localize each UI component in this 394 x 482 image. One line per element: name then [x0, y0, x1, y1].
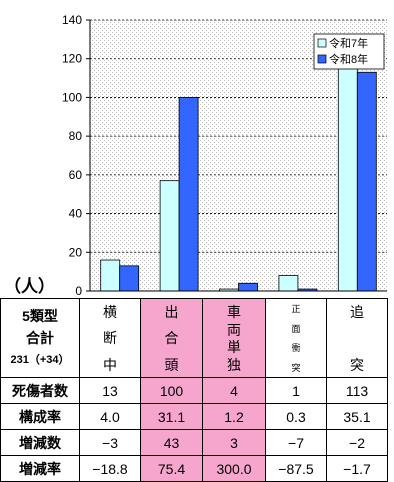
column-header: 出合頭: [140, 298, 203, 378]
table-cell: 4.0: [79, 403, 141, 430]
column-header-char: 面: [291, 323, 301, 334]
table-title: 5類型: [22, 308, 58, 324]
table-cell: 1: [265, 377, 327, 404]
table-cell: 0.3: [265, 403, 327, 430]
row-label: 死傷者数: [0, 377, 80, 404]
table-title-cell: 5類型 合計 231（+34）: [0, 298, 80, 378]
y-tick-label: 120: [62, 52, 82, 66]
legend-label-r8: 令和8年: [329, 52, 368, 66]
row-label: 構成率: [0, 403, 80, 430]
column-header: 正面衝突: [265, 298, 327, 378]
column-header-char: 出: [164, 304, 179, 320]
table-total-value: 231（+34）: [10, 354, 70, 366]
column-header-char: 正: [291, 304, 301, 314]
column-header-char: 横: [103, 304, 117, 320]
y-tick-label: 60: [69, 168, 83, 182]
column-header-char: 頭: [164, 356, 179, 373]
bar-r7-4: [337, 67, 358, 292]
y-tick-label: 20: [69, 245, 83, 259]
column-header-char: 単: [227, 339, 241, 355]
row-label: 増減数: [0, 429, 80, 456]
y-tick-label: 100: [62, 90, 82, 104]
table-cell: −1.7: [326, 455, 388, 482]
table-cell: 31.1: [140, 403, 203, 430]
table-cell: −7: [265, 429, 327, 456]
bar-r8-0: [119, 265, 140, 292]
y-tick-label: 0: [75, 284, 82, 298]
legend-label-r7: 令和7年: [329, 36, 368, 50]
y-tick-label: 140: [62, 13, 82, 27]
bar-r7-3: [278, 275, 299, 292]
column-header-char: 車: [227, 304, 241, 320]
table-cell: 35.1: [326, 403, 388, 430]
table-cell: −87.5: [265, 455, 327, 482]
legend: 令和7年 令和8年: [313, 33, 385, 70]
column-header: 追突: [326, 298, 388, 378]
table-cell: 3: [202, 429, 266, 456]
y-tick-label: 40: [69, 207, 83, 221]
table-cell: −3: [79, 429, 141, 456]
column-header-char: 中: [103, 356, 117, 373]
table-cell: −18.8: [79, 455, 141, 482]
column-header-char: 突: [291, 362, 301, 373]
bar-chart: 0 20 40 60 80 100 120 140 令和7年 令和8年: [62, 13, 387, 298]
table-row: 増減率 −18.8 75.4 300.0 −87.5 −1.7: [0, 455, 388, 482]
column-header-char: 衝: [291, 343, 301, 354]
bar-r8-2: [238, 282, 258, 292]
column-header-char: 独: [227, 356, 241, 373]
table-cell: 300.0: [202, 455, 266, 482]
table-cell: 1.2: [202, 403, 266, 430]
bars: [100, 67, 377, 292]
table-cell: 4: [202, 377, 266, 404]
legend-swatch-r7: [317, 38, 327, 48]
table-row: 死傷者数 13 100 4 1 113: [0, 377, 388, 404]
table-cell: 75.4: [140, 455, 203, 482]
column-header-char: 断: [103, 330, 117, 347]
table-cell: 113: [326, 377, 388, 404]
y-tick-label: 80: [69, 129, 83, 143]
column-header-char: 突: [350, 356, 364, 373]
table-cell: 43: [140, 429, 203, 456]
table-cell: 13: [79, 377, 141, 404]
legend-swatch-r8: [317, 54, 327, 64]
column-header: 横断中: [79, 298, 141, 378]
column-header-char: 両: [227, 321, 241, 338]
y-axis-ticks: 0 20 40 60 80 100 120 140: [62, 13, 90, 298]
column-header-char: 追: [350, 304, 364, 320]
y-axis-unit-label: （人）: [4, 277, 55, 296]
table-total-label: 合計: [26, 330, 54, 346]
summary-table: 5類型 合計 231（+34） 横断中 出合頭 車両単独 正面衝突 追突 死傷者…: [0, 298, 388, 482]
table-cell: 100: [140, 377, 203, 404]
column-header: 車両単独: [202, 298, 266, 378]
bar-r7-1: [159, 180, 180, 292]
row-label: 増減率: [0, 455, 80, 482]
bar-r8-1: [178, 97, 199, 292]
bar-r8-4: [356, 71, 377, 292]
table-header-row: 5類型 合計 231（+34） 横断中 出合頭 車両単独 正面衝突 追突: [0, 298, 388, 378]
table-cell: −2: [326, 429, 388, 456]
table-row: 増減数 −3 43 3 −7 −2: [0, 429, 388, 456]
gridlines: [90, 19, 387, 253]
bar-r7-0: [100, 259, 121, 292]
table-row: 構成率 4.0 31.1 1.2 0.3 35.1: [0, 403, 388, 430]
column-header-char: 合: [164, 330, 179, 347]
